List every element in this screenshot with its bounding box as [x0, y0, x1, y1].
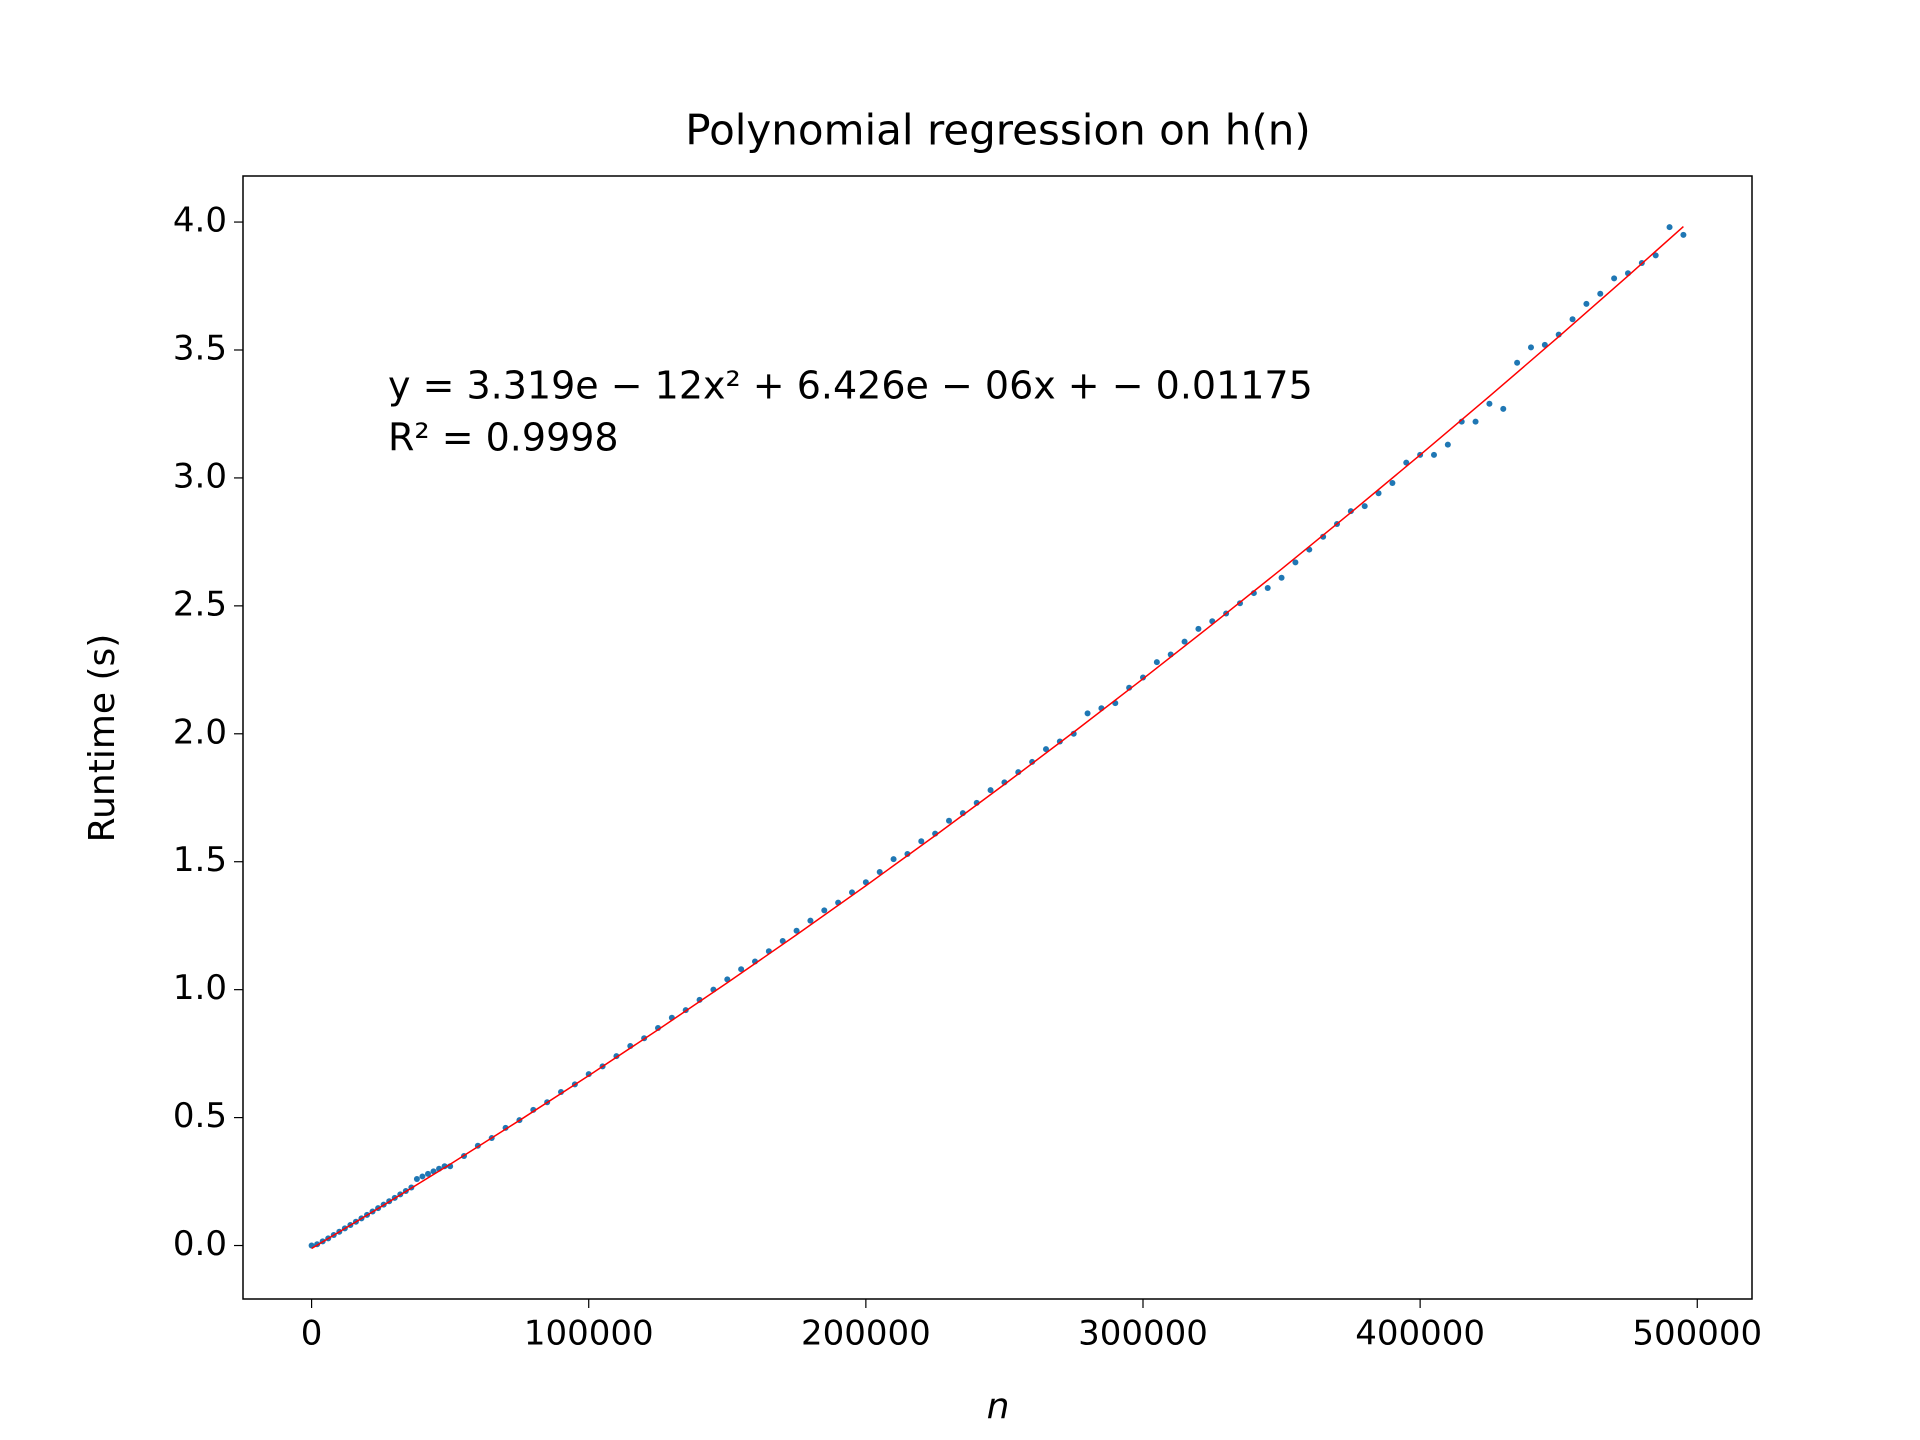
x-tick-label: 100000 [524, 1314, 654, 1354]
data-point [424, 1170, 431, 1177]
x-axis-label: n [987, 1386, 1010, 1427]
y-tick-label: 1.5 [173, 840, 227, 880]
data-point [807, 917, 814, 924]
x-tick-label: 0 [301, 1314, 323, 1354]
data-point [1652, 252, 1659, 259]
data-point [1583, 300, 1590, 307]
data-point [1472, 418, 1479, 425]
data-point [1264, 584, 1271, 591]
data-point [1500, 405, 1507, 412]
y-tick-label: 0.0 [173, 1224, 227, 1264]
data-point [1153, 659, 1160, 666]
data-point [1444, 441, 1451, 448]
data-point [1486, 400, 1493, 407]
data-point [904, 851, 911, 858]
data-point [793, 927, 800, 934]
data-point [1181, 638, 1188, 645]
data-point [419, 1173, 426, 1180]
data-point [1139, 674, 1146, 681]
data-point [1569, 316, 1576, 323]
y-tick-label: 0.5 [173, 1096, 227, 1136]
data-point [987, 787, 994, 794]
data-point [876, 868, 883, 875]
y-tick-label: 2.5 [173, 584, 227, 624]
y-tick-label: 1.0 [173, 968, 227, 1008]
y-axis-label: Runtime (s) [82, 634, 123, 843]
data-point [738, 966, 745, 973]
data-point [821, 907, 828, 914]
data-point [890, 856, 897, 863]
data-point [862, 879, 869, 886]
y-tick-label: 3.5 [173, 328, 227, 368]
data-point [1292, 559, 1299, 566]
data-point [1597, 290, 1604, 297]
fit-line [311, 225, 1684, 1250]
data-point [1195, 625, 1202, 632]
annotation: R² = 0.9998 [388, 416, 619, 460]
annotation: y = 3.319e − 12x² + 6.426e − 06x + − 0.0… [388, 364, 1313, 408]
plot-frame [242, 175, 1753, 1300]
data-point [946, 817, 953, 824]
data-point [1666, 224, 1673, 231]
x-tick-label: 500000 [1632, 1314, 1762, 1354]
data-point [1361, 503, 1368, 510]
data-point [1611, 275, 1618, 282]
data-point [1403, 459, 1410, 466]
y-tick-label: 2.0 [173, 712, 227, 752]
data-point [1514, 359, 1521, 366]
x-tick-label: 300000 [1078, 1314, 1208, 1354]
data-point [558, 1089, 565, 1096]
data-point [918, 838, 925, 845]
x-tick-label: 400000 [1355, 1314, 1485, 1354]
data-point [585, 1071, 592, 1078]
data-point [1430, 451, 1437, 458]
data-point [1029, 758, 1036, 765]
data-point [1389, 480, 1396, 487]
data-point [1680, 231, 1687, 238]
data-point [1070, 730, 1077, 737]
data-point [1278, 574, 1285, 581]
data-point [1527, 344, 1534, 351]
data-point [1084, 710, 1091, 717]
x-tick-label: 200000 [801, 1314, 931, 1354]
data-point [1320, 533, 1327, 540]
data-point [1375, 490, 1382, 497]
chart-title: Polynomial regression on h(n) [685, 106, 1311, 155]
data-point [413, 1175, 420, 1182]
data-point [1042, 746, 1049, 753]
data-point [1347, 508, 1354, 515]
y-tick-label: 4.0 [173, 201, 227, 241]
data-point [530, 1106, 537, 1113]
y-tick-label: 3.0 [173, 456, 227, 496]
